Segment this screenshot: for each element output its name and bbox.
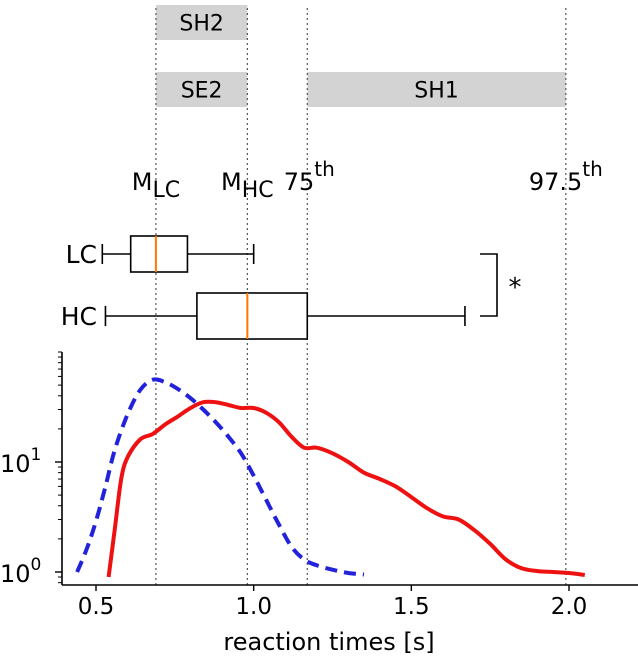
reference-label-base: M xyxy=(221,168,242,196)
y-tick-label: 101 xyxy=(0,445,41,478)
boxplot-label-hc: HC xyxy=(61,302,97,331)
band-label-sh1: SH1 xyxy=(414,79,459,104)
band-label-sh2: SH2 xyxy=(179,12,224,37)
reference-label-4: 97.5th xyxy=(529,157,603,196)
reference-lines xyxy=(155,8,567,585)
bracket-line xyxy=(480,253,498,317)
reference-label-base: 75 xyxy=(284,168,315,196)
y-tick-base: 10 xyxy=(0,560,31,588)
curve-lc xyxy=(75,377,365,577)
reference-label-base: M xyxy=(132,168,153,196)
band-sh2 xyxy=(155,5,248,40)
reference-label-sub: HC xyxy=(242,178,274,203)
boxplot-layer: LC HC xyxy=(61,235,466,340)
reference-label-sup: th xyxy=(314,157,335,181)
band-layer: SH2 SE2 SH1 xyxy=(155,5,566,107)
band-label-se2: SE2 xyxy=(181,79,223,104)
reference-label-1: MLC xyxy=(132,168,180,203)
x-axis-label: reaction times [s] xyxy=(223,628,434,656)
significance-star: * xyxy=(509,273,522,303)
x-tick-label: 2.0 xyxy=(551,594,588,620)
density-curves xyxy=(75,377,586,578)
iqr-box xyxy=(129,235,189,273)
reference-label-2: MHC xyxy=(221,168,274,203)
x-tick-label: 1.0 xyxy=(235,594,272,620)
reference-labels: MLC MHC 75th 97.5th xyxy=(132,157,603,203)
x-tick-label: 1.5 xyxy=(393,594,430,620)
y-tick-exponent: 1 xyxy=(31,445,42,465)
band-se2 xyxy=(155,72,248,107)
significance-bracket: * xyxy=(480,253,522,317)
boxplot-hc: HC xyxy=(61,292,466,340)
y-tick-exponent: 0 xyxy=(31,555,42,575)
reference-label-3: 75th xyxy=(284,157,335,196)
reference-label-base: 97.5 xyxy=(529,168,582,196)
boxplot-lc: LC xyxy=(66,235,255,273)
curve-hc xyxy=(106,399,586,578)
y-tick-base: 10 xyxy=(0,450,31,478)
reference-label-sub: LC xyxy=(152,178,180,203)
y-tick-label: 100 xyxy=(0,555,41,588)
x-tick-label: 0.5 xyxy=(78,594,115,620)
reference-label-sup: th xyxy=(582,157,603,181)
band-sh1 xyxy=(307,72,566,107)
boxplot-label-lc: LC xyxy=(66,240,97,269)
iqr-box xyxy=(196,292,309,340)
